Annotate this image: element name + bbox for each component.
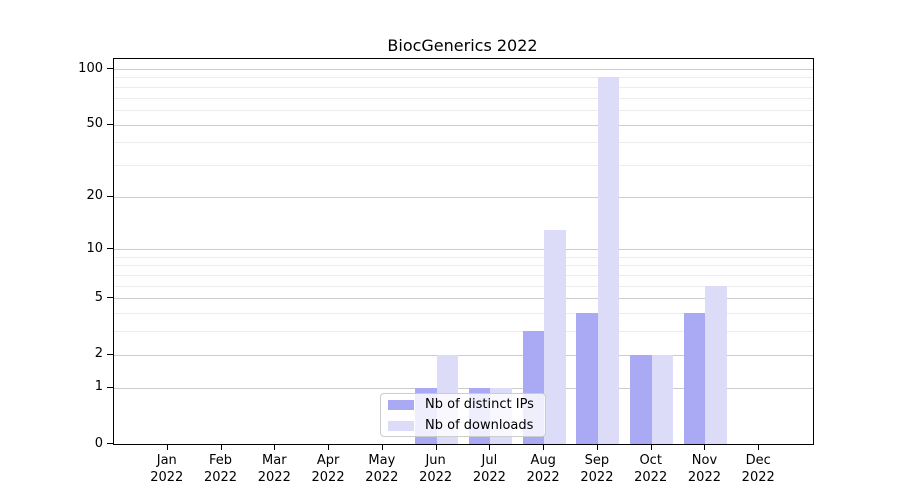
bar-downloads-sep [597, 77, 620, 444]
x-tick-mark [543, 444, 545, 450]
legend-swatch-distinct-ips-icon [388, 399, 414, 410]
x-tick-mark [758, 444, 760, 450]
gridline-minor [114, 164, 813, 166]
x-tick-mark [704, 444, 706, 450]
x-tick-mark [489, 444, 491, 450]
x-tick-label-feb: Feb 2022 [203, 453, 238, 485]
x-tick-mark [381, 444, 383, 450]
x-tick-mark [596, 444, 598, 450]
y-tick-mark [107, 443, 113, 444]
x-tick-label-jul: Jul 2022 [472, 453, 506, 485]
x-tick-label-nov: Nov 2022 [687, 453, 721, 485]
x-tick-mark [274, 444, 276, 450]
legend-label-downloads: Nb of downloads [425, 418, 534, 433]
x-tick-mark [328, 444, 330, 450]
plot-area: Nb of distinct IPs Nb of downloads [113, 58, 814, 445]
x-tick-label-oct: Oct 2022 [634, 453, 668, 485]
bar-downloads-aug [544, 229, 566, 444]
gridline-minor [114, 142, 813, 144]
bar-downloads-nov [705, 285, 727, 444]
y-tick-label: 10 [86, 240, 103, 256]
x-tick-mark [650, 444, 652, 450]
x-tick-label-sep: Sep 2022 [580, 453, 614, 485]
y-tick-mark [107, 123, 113, 125]
gridline-minor [114, 331, 813, 333]
gridline-major [114, 387, 813, 389]
gridline-minor [114, 97, 813, 99]
y-tick-label: 50 [86, 116, 103, 132]
gridline-major [114, 298, 813, 300]
gridline-minor [114, 109, 813, 111]
x-tick-label-dec: Dec 2022 [741, 453, 775, 485]
gridline-minor [114, 285, 813, 287]
gridline-minor [114, 77, 813, 79]
y-tick-mark [107, 297, 113, 299]
y-tick-label: 5 [94, 289, 103, 305]
gridline-major [114, 69, 813, 70]
gridline-major [114, 249, 813, 251]
gridline-major [114, 354, 813, 356]
legend-item-downloads: Nb of downloads [381, 415, 545, 436]
gridline-major [114, 196, 813, 198]
bar-downloads-oct [651, 354, 674, 444]
legend-swatch-downloads-icon [388, 420, 414, 431]
y-tick-mark [107, 195, 113, 197]
x-tick-label-jan: Jan 2022 [150, 453, 184, 485]
x-tick-mark [435, 444, 437, 450]
y-tick-mark [107, 248, 113, 250]
y-tick-label: 100 [78, 60, 103, 76]
y-tick-mark [107, 68, 113, 69]
x-tick-mark [220, 444, 222, 450]
y-tick-label: 2 [94, 346, 103, 362]
legend-item-distinct-ips: Nb of distinct IPs [381, 394, 545, 415]
gridline-minor [114, 275, 813, 277]
y-tick-label: 0 [94, 435, 103, 451]
x-tick-label-may: May 2022 [365, 453, 399, 485]
x-tick-label-apr: Apr 2022 [311, 453, 345, 485]
gridline-minor [114, 256, 813, 258]
bar-distinct-ips-nov [683, 313, 706, 444]
x-tick-label-aug: Aug 2022 [526, 453, 560, 485]
gridline-minor [114, 313, 813, 315]
y-tick-label: 20 [86, 188, 103, 204]
x-tick-label-jun: Jun 2022 [419, 453, 453, 485]
bar-distinct-ips-oct [630, 354, 652, 444]
legend: Nb of distinct IPs Nb of downloads [380, 393, 546, 437]
y-tick-label: 1 [94, 379, 103, 395]
gridline-minor [114, 86, 813, 88]
bar-distinct-ips-sep [576, 313, 598, 444]
gridline-major [114, 124, 813, 126]
gridline-minor [114, 265, 813, 267]
x-tick-mark [166, 444, 168, 450]
legend-label-distinct-ips: Nb of distinct IPs [425, 397, 534, 412]
x-tick-label-mar: Mar 2022 [257, 453, 291, 485]
y-tick-mark [107, 386, 113, 388]
y-tick-mark [107, 353, 113, 355]
chart-title: BiocGenerics 2022 [387, 36, 538, 55]
